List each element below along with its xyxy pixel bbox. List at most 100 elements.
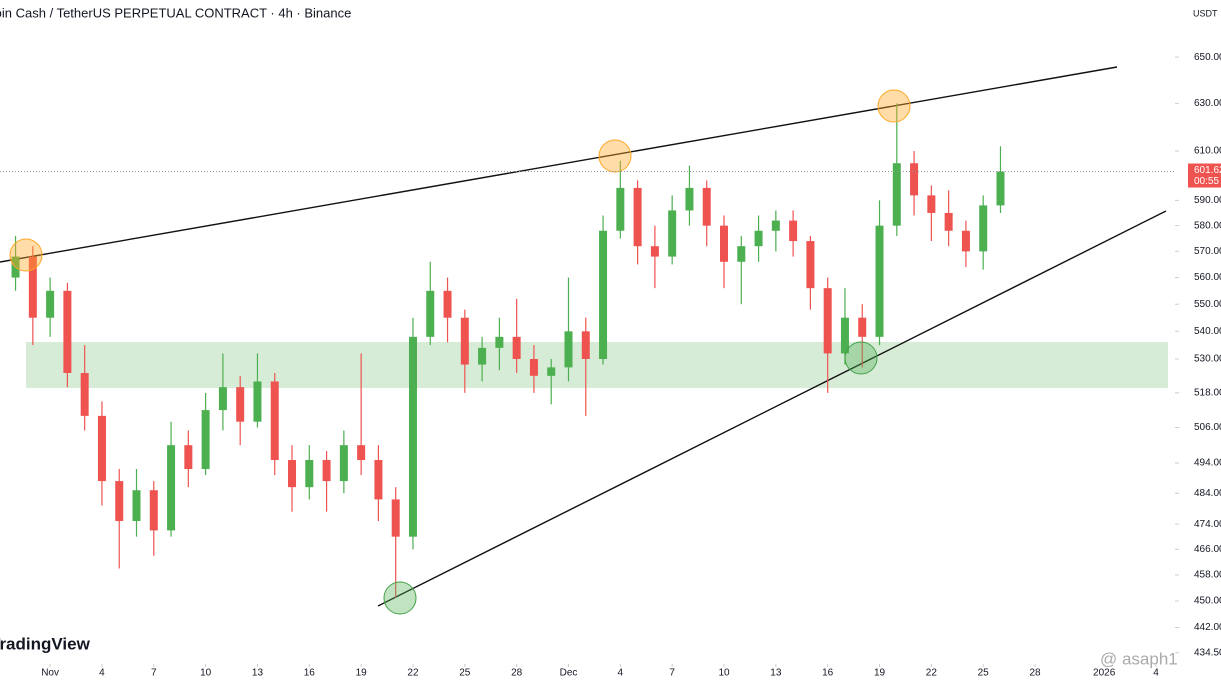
candle-body — [374, 460, 383, 500]
candle-body — [892, 163, 901, 226]
candle-body — [46, 290, 55, 318]
candle-body — [184, 445, 193, 470]
y-tick-label: 630.00 — [1194, 98, 1221, 109]
x-tick-label: 4 — [99, 668, 105, 679]
candle-body — [754, 230, 763, 247]
lower-trendline — [377, 210, 1167, 607]
candle-body — [823, 288, 832, 354]
candle-body — [28, 256, 37, 318]
candle-body — [685, 187, 694, 211]
last-price-box — [1188, 163, 1221, 188]
y-tick-label: 570.00 — [1194, 246, 1221, 257]
x-tick-label: Nov — [41, 668, 59, 679]
candle-body — [391, 499, 400, 537]
candle-body — [650, 246, 659, 257]
candle-body — [581, 331, 590, 359]
candle-body — [564, 331, 573, 368]
y-tick-label: 474.00 — [1194, 519, 1221, 530]
candle-body — [218, 387, 227, 411]
touch-circle — [598, 139, 632, 173]
candle-body — [426, 290, 435, 337]
candle-body — [495, 336, 504, 348]
y-tick-label: 466.00 — [1194, 544, 1221, 555]
touch-circle — [877, 89, 911, 123]
candle-body — [547, 367, 556, 376]
candle-body — [97, 415, 106, 482]
candle-body — [288, 460, 297, 488]
candle-body — [305, 460, 314, 488]
candle-body — [167, 445, 176, 531]
candle-body — [253, 381, 262, 422]
y-tick-label: 484.00 — [1194, 488, 1221, 499]
x-tick-label: 2026 — [1093, 668, 1116, 679]
candle-body — [702, 187, 711, 226]
candle-body — [858, 317, 867, 337]
candle-body — [322, 460, 331, 482]
x-tick-label: 4 — [618, 668, 624, 679]
candle-body — [771, 220, 780, 231]
candle-body — [357, 445, 366, 461]
candle-body — [236, 387, 245, 422]
candle-body — [806, 241, 815, 289]
candle-body — [927, 195, 936, 213]
candle-body — [616, 187, 625, 231]
y-tick-label: 494.00 — [1194, 458, 1221, 469]
candle-body — [720, 225, 729, 262]
y-tick-label: 550.00 — [1194, 299, 1221, 310]
touch-circle — [9, 238, 43, 272]
x-tick-label: 19 — [356, 668, 368, 679]
candle-body — [478, 347, 487, 365]
last-price-label: 601.62 — [1194, 165, 1221, 176]
candle-body — [996, 171, 1005, 206]
x-tick-label: 10 — [200, 668, 212, 679]
touch-circle — [383, 581, 417, 615]
y-tick-label: 590.00 — [1194, 195, 1221, 206]
x-tick-label: 19 — [874, 668, 886, 679]
x-tick-label: 13 — [252, 668, 264, 679]
y-tick-label: 650.00 — [1194, 52, 1221, 63]
y-tick-label: 580.00 — [1194, 220, 1221, 231]
candle-body — [149, 490, 158, 531]
x-tick-label: 22 — [407, 668, 419, 679]
y-tick-label: 518.00 — [1194, 387, 1221, 398]
y-tick-label: 610.00 — [1194, 146, 1221, 157]
x-tick-label: 10 — [718, 668, 730, 679]
candle-body — [201, 410, 210, 470]
candle-body — [910, 163, 919, 196]
x-tick-label: 7 — [151, 668, 157, 679]
x-tick-label: 4 — [1153, 668, 1159, 679]
candle-body — [408, 336, 417, 537]
candle-body — [961, 230, 970, 252]
candle-body — [80, 373, 89, 416]
touch-circle — [844, 341, 878, 375]
y-tick-label: 434.50 — [1194, 647, 1221, 658]
x-tick-label: 16 — [822, 668, 834, 679]
candle-body — [789, 220, 798, 242]
x-tick-label: 22 — [926, 668, 938, 679]
countdown: 00:55 — [1194, 176, 1219, 187]
x-tick-label: 28 — [1029, 668, 1041, 679]
y-tick-label: 560.00 — [1194, 272, 1221, 283]
candle-body — [875, 225, 884, 337]
y-tick-label: 458.00 — [1194, 570, 1221, 581]
y-tick-label: 442.00 — [1194, 622, 1221, 633]
candle-body — [737, 246, 746, 262]
y-tick-label: 450.00 — [1194, 596, 1221, 607]
candle-body — [132, 490, 141, 522]
watermark: @ asaph1 — [1100, 649, 1178, 668]
y-tick-label: 506.00 — [1194, 422, 1221, 433]
chart-title: Bitcoin Cash / TetherUS PERPETUAL CONTRA… — [0, 5, 351, 20]
candle-body — [512, 336, 521, 359]
x-tick-label: 13 — [770, 668, 782, 679]
candle-body — [668, 210, 677, 257]
upper-trendline — [0, 66, 1118, 263]
candle-body — [529, 358, 538, 376]
x-tick-label: Dec — [560, 668, 578, 679]
x-tick-label: 7 — [669, 668, 675, 679]
currency: USDT — [1193, 8, 1218, 18]
candle-body — [115, 481, 124, 522]
candle-body — [979, 205, 988, 252]
x-tick-label: 25 — [978, 668, 990, 679]
candle-body — [944, 212, 953, 231]
